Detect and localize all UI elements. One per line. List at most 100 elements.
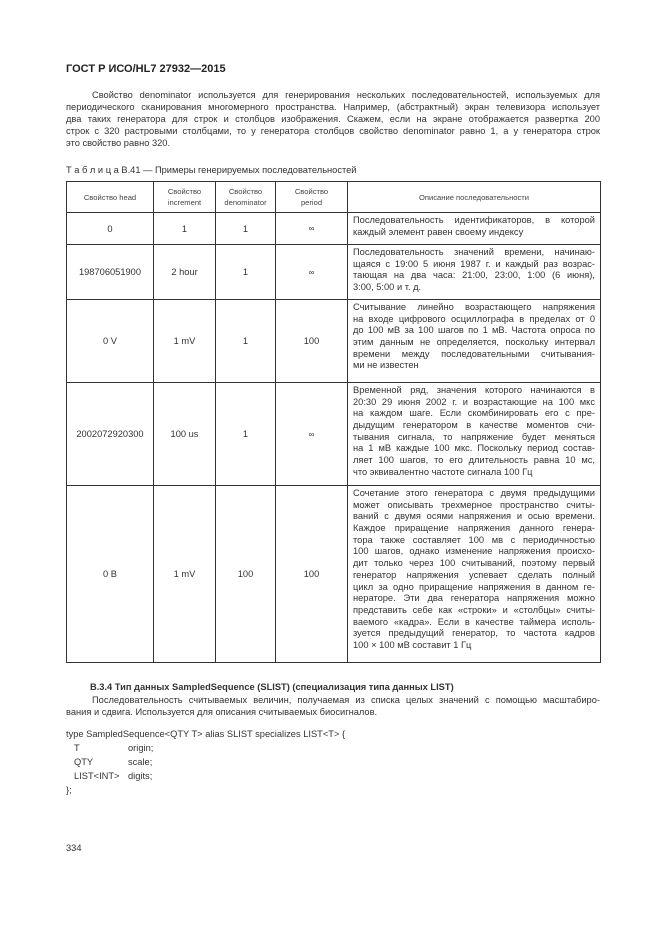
column-header: Свойство head	[66, 181, 154, 213]
table-row: 198706051900 2 hour 1 ∞ Последовательность з…	[66, 244, 601, 300]
text-line: периодического сканирования многомерного…	[66, 102, 600, 112]
text-line: ляет 100 шагов, то его длительность равн…	[353, 455, 595, 466]
cell-description: Считывание линейно возрастающего напряже…	[347, 299, 601, 383]
text-line: тора также составляет 100 мв с периодичн…	[353, 534, 595, 545]
code-close: };	[66, 785, 72, 795]
text-line: 100 × 100 мВ составит 1 Гц	[353, 639, 472, 650]
cell-denominator: 100	[215, 485, 276, 663]
text-line: каждый элемент равен своему индексу	[353, 226, 524, 237]
text-line: ваемого «кадра». Если в качестве таймера…	[353, 616, 595, 627]
text-line: генератор напряжения успевает сделать по…	[353, 569, 595, 580]
header-line: Свойство	[228, 187, 263, 196]
cell-increment: 100 us	[153, 382, 216, 486]
cell-increment: 2 hour	[153, 244, 216, 300]
section-title: B.3.4 Тип данных SampledSequence (SLIST)…	[90, 682, 454, 692]
code-field-type: QTY	[74, 757, 94, 767]
text-line: зуется предыдущий генератор, то частота …	[353, 628, 595, 639]
cell-head: 198706051900	[66, 244, 154, 300]
cell-period: ∞	[275, 212, 348, 245]
text-line: может описывать трехмерное пространство …	[353, 499, 595, 510]
text-line: до 100 мВ за 100 шагов по 1 мВ. Частота …	[353, 325, 595, 336]
text-line: это свойство равно 320.	[66, 138, 171, 148]
text-line: Последовательность считываемых величин, …	[92, 695, 600, 705]
table-row: 2002072920300 100 us 1 ∞ Временной ряд, знач…	[66, 382, 601, 486]
cell-period: ∞	[275, 382, 348, 486]
cell-description: Последовательность значений времени, нач…	[347, 244, 601, 300]
cell-denominator: 1	[215, 382, 276, 486]
column-header: Свойство increment	[153, 181, 216, 213]
cell-denominator: 1	[215, 212, 276, 245]
section-paragraph: Последовательность считываемых величин, …	[66, 694, 600, 718]
header-line: denominator	[224, 198, 267, 207]
text-line: что эквивалентно частоте сигнала 100 Гц	[353, 466, 533, 477]
cell-denominator: 1	[215, 244, 276, 300]
text-line: цикл за одно приращение напряжения в дан…	[353, 581, 595, 592]
intro-paragraph: Свойство denominator используется для ге…	[66, 89, 600, 149]
text-line: Сочетание этого генератора с двумя преды…	[353, 488, 595, 498]
text-line: щаяся с 19:00 5 июня 1987 г. и каждый ра…	[353, 258, 595, 269]
cell-head: 0	[66, 212, 154, 245]
document-header: ГОСТ Р ИСО/HL7 27932—2015	[66, 63, 226, 75]
text-line: на входе цифрового осциллографа в предел…	[353, 313, 595, 324]
header-line: Свойство	[294, 187, 329, 196]
text-line: ми не известен	[353, 360, 419, 371]
text-line: строк с 320 растровыми столбцами, то у г…	[66, 126, 600, 136]
text-line: 20:30 29 июня 2002 г. и возрастающие на …	[353, 396, 595, 407]
text-line: 3:00, 5:00 и т. д.	[353, 282, 422, 293]
page-number: 334	[66, 843, 82, 853]
cell-period: 100	[275, 299, 348, 383]
header-line: Свойство	[167, 187, 202, 196]
text-line: нераторе. Эти два генератора напряжения …	[353, 593, 595, 604]
text-line: Каждое приращение напряжения данного ген…	[353, 523, 595, 534]
cell-head: 0 В	[66, 485, 154, 663]
column-header: Свойство period	[275, 181, 348, 213]
text-line: на 1 мВ каждые 100 мкс. Поскольку период…	[353, 443, 595, 454]
column-header: Свойство denominator	[215, 181, 276, 213]
text-line: 100 шагов, однако изменение напряжения п…	[353, 546, 595, 557]
code-field-name: origin;	[128, 743, 154, 753]
text-line: этим данным не определяется, поскольку и…	[353, 337, 595, 348]
cell-description: Временной ряд, значения которого начинаю…	[347, 382, 601, 486]
code-field-type: LIST<INT>	[74, 771, 120, 781]
text-line: Последовательность идентификаторов, в ко…	[353, 215, 595, 225]
table-caption: Т а б л и ц а В.41 — Примеры генерируемы…	[66, 165, 357, 175]
header-line: period	[300, 198, 323, 207]
header-line: increment	[167, 198, 202, 207]
table-row: 0 1 1 ∞ Последовательность идентификаторов, …	[66, 212, 601, 245]
column-header: Описание последовательности	[347, 181, 601, 213]
text-line: дит только через 100 считываний, поэтому…	[353, 558, 595, 569]
cell-increment: 1 mV	[153, 485, 216, 663]
text-line: Последовательность значений времени, нач…	[353, 247, 595, 257]
code-block: type SampledSequence<QTY T> alias SLIST …	[66, 729, 566, 799]
cell-period: 100	[275, 485, 348, 663]
cell-description: Сочетание этого генератора с двумя преды…	[347, 485, 601, 663]
cell-period: ∞	[275, 244, 348, 300]
cell-increment: 1 mV	[153, 299, 216, 383]
text-line: представить себе как «строки» и «столбцы…	[353, 604, 595, 615]
code-open: type SampledSequence<QTY T> alias SLIST …	[66, 729, 346, 739]
text-line: ваний с двумя осями напряжения и осью вр…	[353, 511, 595, 522]
cell-denominator: 1	[215, 299, 276, 383]
code-field-type: T	[74, 743, 80, 753]
text-line: тывания сигнала, то напряжение будет мен…	[353, 431, 595, 442]
text-line: вания и сдвига. Используется для описани…	[66, 707, 378, 717]
table-header-row: Свойство head Свойство increment Свойство de…	[66, 181, 601, 213]
text-line: два таких генератора для строк и столбцо…	[66, 114, 600, 124]
text-line: тающая на два часа: 21:00, 23:00, 1:00 (…	[353, 270, 595, 281]
code-field-name: digits;	[128, 771, 153, 781]
text-line: Свойство denominator используется для ге…	[92, 90, 600, 100]
text-line: Временной ряд, значения которого начинаю…	[353, 385, 595, 395]
text-line: Считывание линейно возрастающего напряже…	[353, 302, 595, 312]
text-line: дыдущим генератором в качестве моментов …	[353, 420, 595, 431]
cell-head: 2002072920300	[66, 382, 154, 486]
text-line: на каждом шаге. Если скомбинировать его …	[353, 408, 595, 419]
cell-head: 0 V	[66, 299, 154, 383]
code-field-name: scale;	[128, 757, 153, 767]
text-line: времени между последовательными считыван…	[353, 348, 595, 359]
cell-description: Последовательность идентификаторов, в ко…	[347, 212, 601, 245]
cell-increment: 1	[153, 212, 216, 245]
sequences-table: Свойство head Свойство increment Свойство de…	[66, 181, 601, 663]
